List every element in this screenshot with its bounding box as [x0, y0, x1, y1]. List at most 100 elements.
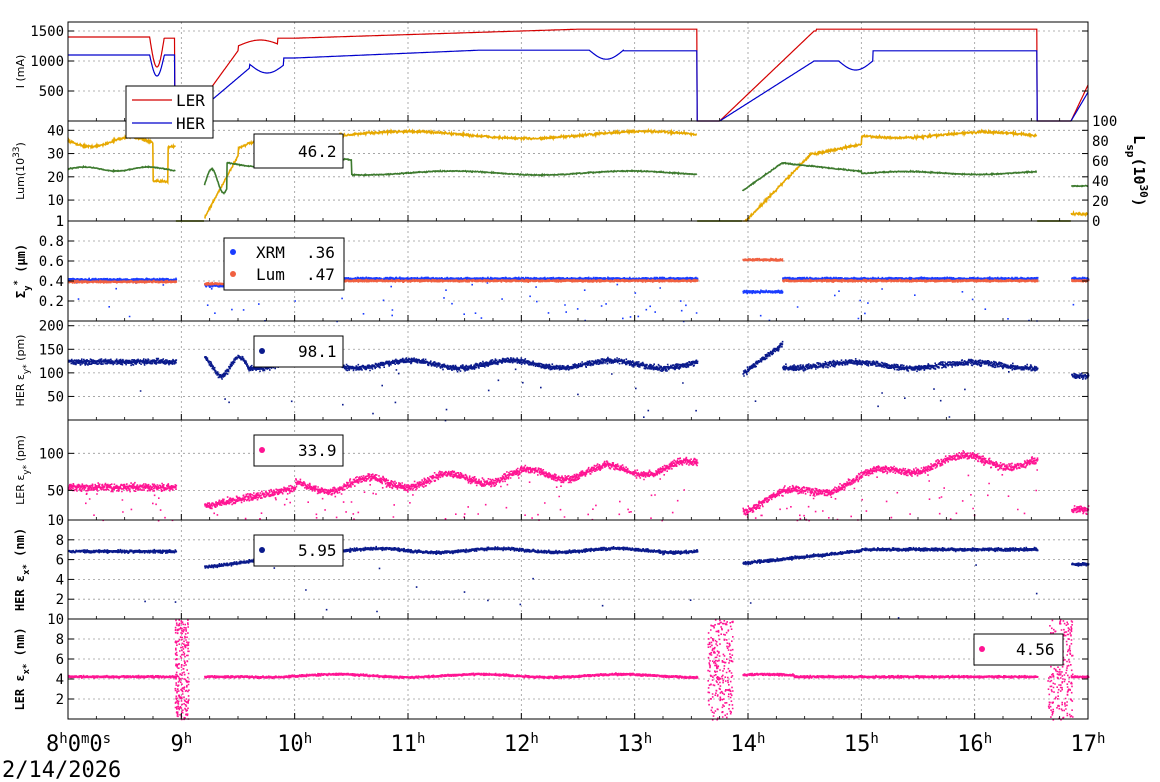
readout-value: 46.2 [298, 142, 337, 161]
y2-axis-label: Lsp(1030) [1125, 135, 1151, 207]
y-axis-label: I (mA) [14, 55, 27, 89]
y-tick-label: 6 [56, 652, 64, 668]
readout-marker [259, 348, 265, 354]
panel-frame [67, 220, 1089, 322]
y-tick-label: 30 [47, 147, 64, 163]
panel-frame [67, 519, 1089, 620]
y-axis-label: LER εx* (nm) [13, 627, 32, 710]
y-tick-label: 0.8 [39, 234, 64, 250]
readout-value: 5.95 [298, 541, 337, 560]
y-tick-label: 200 [39, 319, 64, 335]
luminosity-readout: 46.2 [253, 133, 344, 169]
x-tick-label: 17h [1071, 731, 1106, 757]
specific-luminosity-line [67, 157, 1089, 222]
her-eps-y-readout: 98.1 [253, 335, 344, 368]
frame-layer [67, 21, 1089, 720]
her-current-line [68, 49, 1089, 122]
readout-value: 33.9 [298, 441, 337, 460]
y-tick-label: 1 [56, 214, 64, 230]
y-tick-label: 100 [39, 366, 64, 382]
y-tick-label: 4 [56, 672, 64, 688]
y-tick-label: 1 [56, 214, 64, 230]
readout-box [253, 434, 344, 467]
y-tick-label: 500 [39, 84, 64, 100]
scatter-points-4 [68, 340, 1090, 422]
legend-label: Lum [256, 265, 285, 284]
y-tick-label: 20 [47, 170, 64, 186]
readout-marker [259, 447, 265, 453]
y-axis-label: HER εy* (pm) [14, 335, 32, 407]
legend-box [223, 237, 345, 291]
y-tick-label: 4 [56, 572, 64, 588]
y-tick-label: 0.2 [39, 294, 64, 310]
x-tick-label: 15h [844, 731, 879, 757]
y-tick-label: 2 [56, 592, 64, 608]
y2-tick-label: 40 [1092, 174, 1109, 190]
y-tick-label: 1500 [30, 24, 64, 40]
legend-value: .36 [306, 243, 335, 262]
y-tick-label: 50 [47, 389, 64, 405]
y-axis-label: LER εy* (pm) [14, 435, 32, 505]
y-tick-label: 6 [56, 553, 64, 569]
y2-tick-label: 0 [1092, 214, 1100, 230]
x-tick-label: 12h [504, 731, 539, 757]
y-tick-label: 8 [56, 632, 64, 648]
x-tick-label: 14h [731, 731, 766, 757]
y-tick-label: 0.4 [39, 274, 64, 290]
y2-tick-label: 60 [1092, 154, 1109, 170]
her-eps-x-readout: 5.95 [253, 534, 344, 567]
x-tick-label: 8h0m0s [46, 731, 111, 757]
legend-marker [230, 271, 236, 277]
legend-value: .47 [306, 265, 335, 284]
date-label: 2/14/2026 [2, 758, 121, 782]
data-layer [67, 28, 1090, 721]
panel-frame [67, 618, 1089, 720]
scatter-points-5 [68, 450, 1090, 522]
readout-marker [979, 646, 985, 652]
x-tick-label: 11h [391, 731, 426, 757]
grid-layer [68, 22, 1088, 719]
readout-box [253, 534, 344, 567]
scatter-points-6 [68, 545, 1090, 619]
readout-box [253, 133, 344, 169]
current-legend: LER HER [125, 85, 214, 139]
y-tick-label: 0.6 [39, 254, 64, 270]
ler-current-line [68, 28, 1089, 122]
panel-frame [67, 21, 1089, 122]
y-tick-label: 10 [47, 193, 64, 209]
sigma-legend: XRM .36 Lum .47 [223, 237, 345, 291]
y-tick-label: 2 [56, 692, 64, 708]
x-tick-label: 16h [957, 731, 992, 757]
ler-eps-x-readout: 4.56 [973, 633, 1064, 666]
x-tick-label: 9h [170, 731, 192, 757]
y-tick-label: 150 [39, 342, 64, 358]
y-tick-label: 1000 [30, 54, 64, 70]
readout-box [973, 633, 1064, 666]
y-tick-label: 8 [56, 533, 64, 549]
legend-label-ler: LER [176, 91, 205, 110]
panel-frame [67, 320, 1089, 421]
x-tick-label: 13h [617, 731, 652, 757]
y2-tick-label: 80 [1092, 134, 1109, 150]
y-tick-label: 10 [47, 612, 64, 628]
y-tick-label: 100 [39, 446, 64, 462]
readout-value: 4.56 [1016, 640, 1055, 659]
legend-label-her: HER [176, 114, 205, 133]
ler-eps-y-readout: 33.9 [253, 434, 344, 467]
luminosity-line [67, 127, 1089, 223]
y-axis-label: Lum(1033) [12, 142, 27, 200]
y2-tick-label: 20 [1092, 194, 1109, 210]
y-axis-label: Σy* (μm) [13, 244, 33, 298]
y2-tick-label: 100 [1092, 114, 1117, 130]
readout-box [253, 335, 344, 368]
x-tick-label: 10h [277, 731, 312, 757]
scatter-burst-points [174, 619, 1074, 721]
y-tick-label: 40 [47, 123, 64, 139]
legend-marker [230, 249, 236, 255]
scatter-points-7 [68, 672, 1090, 680]
legend-box [125, 85, 214, 139]
readout-value: 98.1 [298, 342, 337, 361]
y-tick-label: 10 [47, 513, 64, 529]
